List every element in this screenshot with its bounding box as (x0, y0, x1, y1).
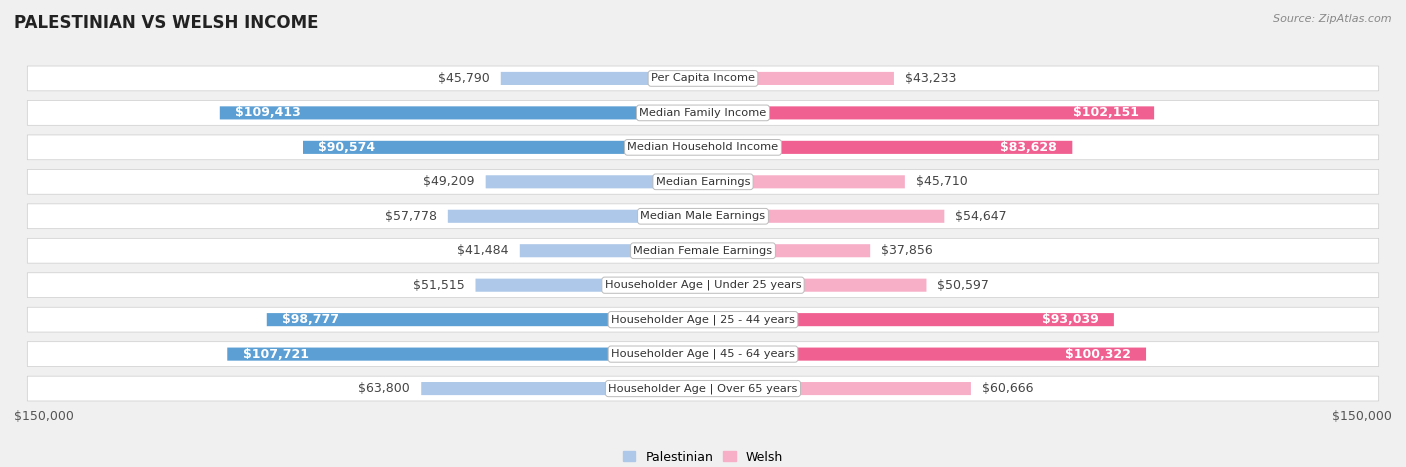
FancyBboxPatch shape (501, 72, 703, 85)
FancyBboxPatch shape (703, 244, 870, 257)
Text: Householder Age | 25 - 44 years: Householder Age | 25 - 44 years (612, 314, 794, 325)
Text: $57,778: $57,778 (385, 210, 437, 223)
Text: $54,647: $54,647 (956, 210, 1007, 223)
Text: $107,721: $107,721 (243, 347, 309, 361)
Text: Householder Age | Over 65 years: Householder Age | Over 65 years (609, 383, 797, 394)
FancyBboxPatch shape (703, 279, 927, 292)
Text: $45,710: $45,710 (915, 175, 967, 188)
FancyBboxPatch shape (449, 210, 703, 223)
Text: Per Capita Income: Per Capita Income (651, 73, 755, 84)
Text: Median Male Earnings: Median Male Earnings (641, 211, 765, 221)
Text: $43,233: $43,233 (905, 72, 956, 85)
FancyBboxPatch shape (27, 307, 1379, 332)
FancyBboxPatch shape (27, 273, 1379, 297)
FancyBboxPatch shape (703, 313, 1114, 326)
FancyBboxPatch shape (703, 210, 945, 223)
Text: Median Female Earnings: Median Female Earnings (634, 246, 772, 256)
Text: $90,574: $90,574 (318, 141, 375, 154)
Text: $41,484: $41,484 (457, 244, 509, 257)
FancyBboxPatch shape (304, 141, 703, 154)
FancyBboxPatch shape (520, 244, 703, 257)
FancyBboxPatch shape (27, 66, 1379, 91)
FancyBboxPatch shape (485, 175, 703, 188)
Text: $102,151: $102,151 (1073, 106, 1139, 120)
FancyBboxPatch shape (267, 313, 703, 326)
Text: Source: ZipAtlas.com: Source: ZipAtlas.com (1274, 14, 1392, 24)
Text: $49,209: $49,209 (423, 175, 475, 188)
Text: $83,628: $83,628 (1000, 141, 1057, 154)
Text: $109,413: $109,413 (235, 106, 301, 120)
Text: $37,856: $37,856 (882, 244, 934, 257)
Legend: Palestinian, Welsh: Palestinian, Welsh (619, 446, 787, 467)
FancyBboxPatch shape (27, 238, 1379, 263)
Text: Median Family Income: Median Family Income (640, 108, 766, 118)
FancyBboxPatch shape (219, 106, 703, 120)
Text: PALESTINIAN VS WELSH INCOME: PALESTINIAN VS WELSH INCOME (14, 14, 319, 32)
Text: Median Household Income: Median Household Income (627, 142, 779, 152)
FancyBboxPatch shape (228, 347, 703, 361)
Text: $98,777: $98,777 (283, 313, 339, 326)
Text: Householder Age | 45 - 64 years: Householder Age | 45 - 64 years (612, 349, 794, 359)
Text: $45,790: $45,790 (439, 72, 489, 85)
Text: $100,322: $100,322 (1064, 347, 1130, 361)
Text: $50,597: $50,597 (938, 279, 990, 292)
FancyBboxPatch shape (475, 279, 703, 292)
FancyBboxPatch shape (27, 342, 1379, 367)
Text: $150,000: $150,000 (1331, 410, 1392, 423)
Text: $93,039: $93,039 (1042, 313, 1098, 326)
FancyBboxPatch shape (703, 382, 972, 395)
Text: Householder Age | Under 25 years: Householder Age | Under 25 years (605, 280, 801, 290)
FancyBboxPatch shape (422, 382, 703, 395)
Text: Median Earnings: Median Earnings (655, 177, 751, 187)
FancyBboxPatch shape (703, 347, 1146, 361)
FancyBboxPatch shape (703, 106, 1154, 120)
FancyBboxPatch shape (703, 175, 905, 188)
Text: $150,000: $150,000 (14, 410, 75, 423)
Text: $51,515: $51,515 (413, 279, 464, 292)
FancyBboxPatch shape (27, 100, 1379, 125)
Text: $60,666: $60,666 (981, 382, 1033, 395)
FancyBboxPatch shape (703, 72, 894, 85)
Text: $63,800: $63,800 (359, 382, 411, 395)
FancyBboxPatch shape (703, 141, 1073, 154)
FancyBboxPatch shape (27, 170, 1379, 194)
FancyBboxPatch shape (27, 376, 1379, 401)
FancyBboxPatch shape (27, 135, 1379, 160)
FancyBboxPatch shape (27, 204, 1379, 229)
